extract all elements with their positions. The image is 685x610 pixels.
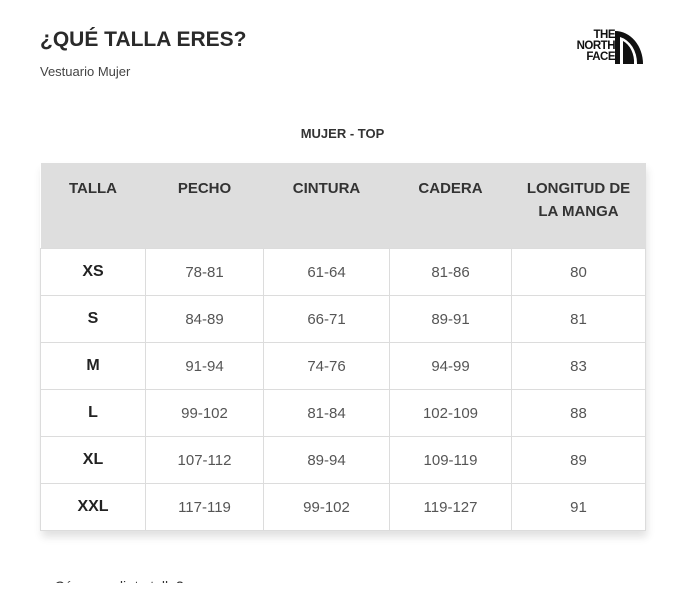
size-label: XL [40,436,146,484]
measurement-cell: 107-112 [145,436,264,484]
size-chart-table: TALLA PECHO CINTURA CADERA LONGITUD DE LA MA… [40,163,646,531]
size-label: XS [40,248,146,296]
measurement-cell: 89-91 [389,295,512,343]
measurement-cell: 117-119 [145,483,264,531]
measurement-cell: 80 [511,248,646,296]
measurement-cell: 83 [511,342,646,390]
column-header: LONGITUD DE LA MANGA [511,163,646,249]
measurement-cell: 89 [511,436,646,484]
measurement-cell: 102-109 [389,389,512,437]
table-row: L 99-102 81-84 102-109 88 [40,389,646,437]
measurement-cell: 81 [511,295,646,343]
measurement-cell: 81-86 [389,248,512,296]
measurement-cell: 84-89 [145,295,264,343]
measurement-cell: 88 [511,389,646,437]
measurement-cell: 99-102 [145,389,264,437]
size-label: XXL [40,483,146,531]
measurement-cell: 61-64 [263,248,390,296]
table-row: S 84-89 66-71 89-91 81 [40,295,646,343]
column-header: CADERA [389,163,512,249]
size-label: S [40,295,146,343]
page-subtitle: Vestuario Mujer [40,64,131,79]
how-to-measure-heading: ¿Cómo medir tu talla? [46,576,184,583]
column-header: CINTURA [263,163,390,249]
the-north-face-logo: THE NORTH FACE [567,29,643,66]
measurement-cell: 99-102 [263,483,390,531]
half-dome-icon [615,31,643,64]
page-title: ¿QUÉ TALLA ERES? [40,28,247,51]
column-header: TALLA [40,163,146,249]
measurement-cell: 89-94 [263,436,390,484]
table-row: M 91-94 74-76 94-99 83 [40,342,646,390]
measurement-cell: 78-81 [145,248,264,296]
measurement-cell: 81-84 [263,389,390,437]
size-label: M [40,342,146,390]
measurement-cell: 119-127 [389,483,512,531]
table-row: XL 107-112 89-94 109-119 89 [40,436,646,484]
size-label: L [40,389,146,437]
measurement-cell: 109-119 [389,436,512,484]
table-row: XXL 117-119 99-102 119-127 91 [40,483,646,531]
section-title: MUJER - TOP [300,126,385,141]
measurement-cell: 66-71 [263,295,390,343]
measurement-cell: 91 [511,483,646,531]
table-row: XS 78-81 61-64 81-86 80 [40,248,646,296]
measurement-cell: 91-94 [145,342,264,390]
column-header: PECHO [145,163,264,249]
measurement-cell: 74-76 [263,342,390,390]
measurement-cell: 94-99 [389,342,512,390]
